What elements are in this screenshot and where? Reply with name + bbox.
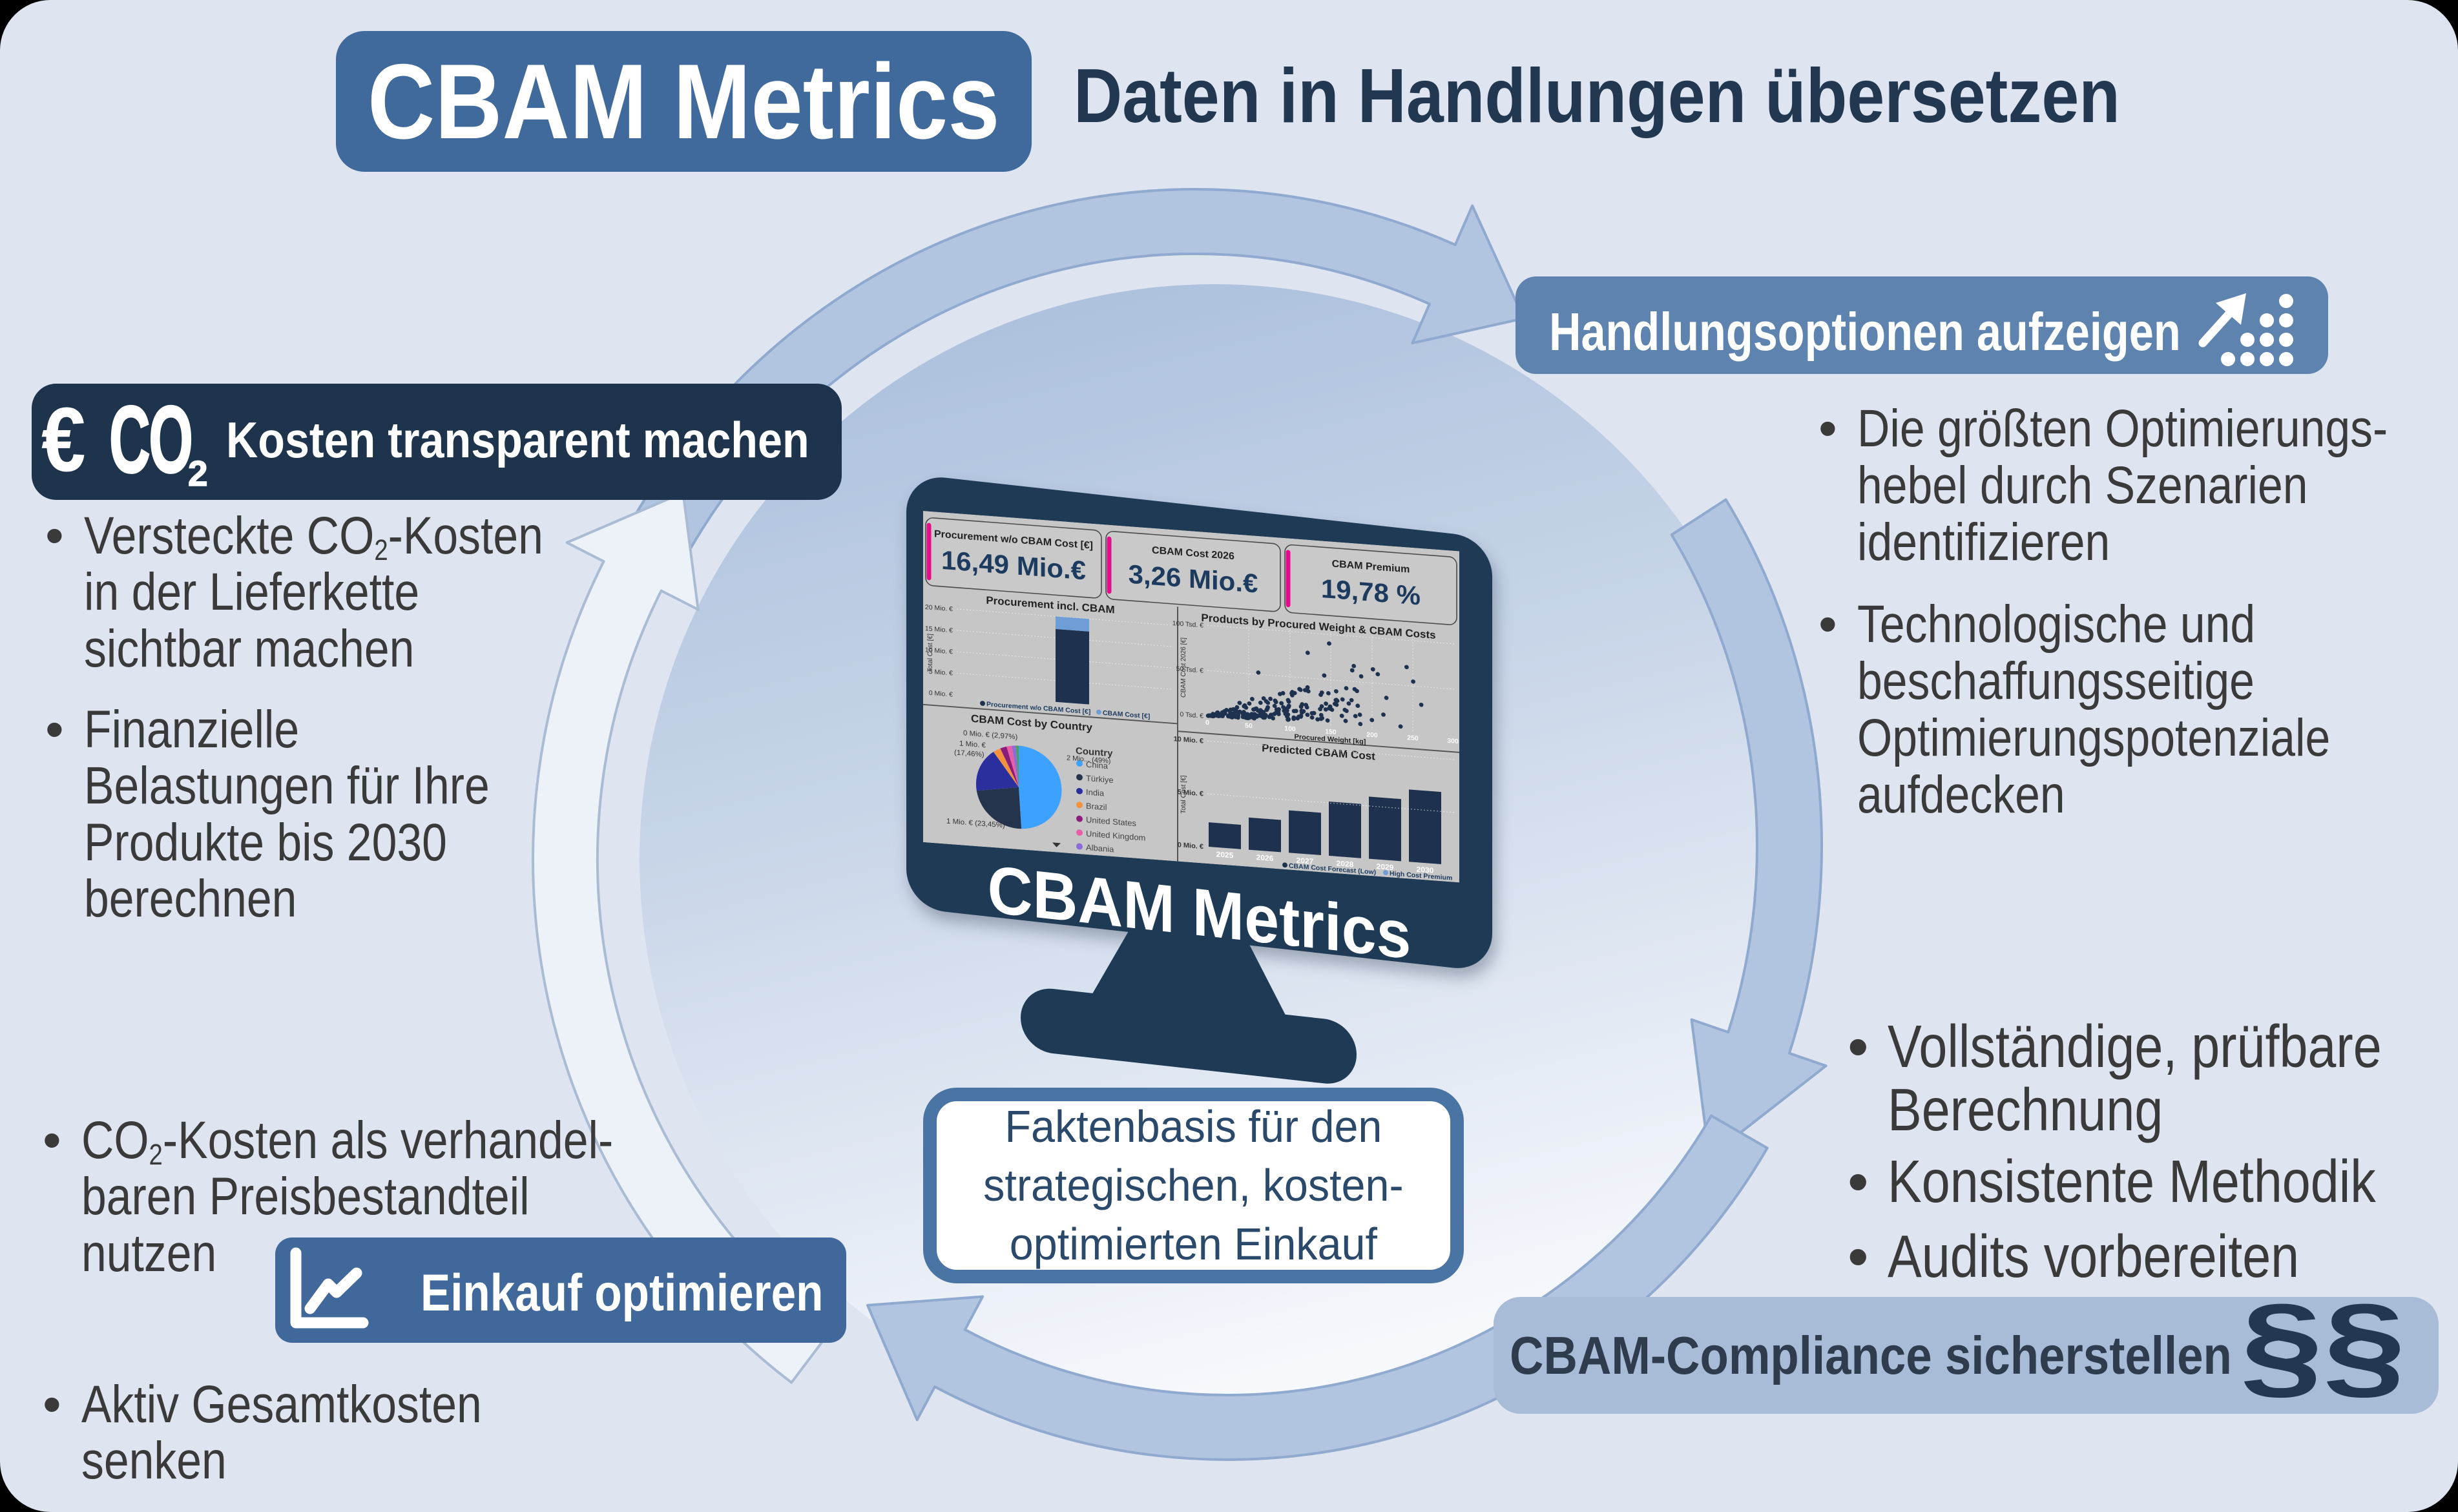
svg-text:50: 50: [1245, 722, 1253, 730]
svg-text:2025: 2025: [1216, 850, 1234, 860]
svg-text:(17,46%): (17,46%): [954, 749, 984, 759]
svg-text:1 Mio. €: 1 Mio. €: [959, 740, 986, 750]
svg-text:10 Mio. €: 10 Mio. €: [925, 647, 953, 656]
svg-text:Total Cost [€]: Total Cost [€]: [927, 634, 934, 673]
svg-text:150: 150: [1325, 729, 1337, 736]
svg-text:Country: Country: [1076, 746, 1113, 759]
svg-text:0 Tsd. €: 0 Tsd. €: [1180, 711, 1203, 720]
svg-text:2030: 2030: [1417, 865, 1434, 875]
svg-text:0: 0: [1205, 720, 1209, 727]
svg-text:5 Mio. €: 5 Mio. €: [1178, 789, 1203, 798]
svg-text:Türkiye: Türkiye: [1086, 773, 1114, 785]
svg-text:0 Mio. €: 0 Mio. €: [929, 690, 953, 699]
svg-text:10 Mio. €: 10 Mio. €: [1174, 735, 1203, 745]
svg-text:2026: 2026: [1256, 853, 1274, 863]
svg-text:United Kingdom: United Kingdom: [1086, 829, 1145, 843]
svg-text:United States: United States: [1086, 814, 1136, 828]
svg-text:15 Mio. €: 15 Mio. €: [925, 625, 953, 634]
svg-text:0 Mio. €: 0 Mio. €: [1178, 841, 1203, 851]
svg-text:200: 200: [1366, 732, 1378, 740]
svg-text:2 Mio... (49%): 2 Mio... (49%): [1067, 754, 1110, 765]
svg-text:50 Tsd. €: 50 Tsd. €: [1176, 666, 1204, 675]
svg-text:China: China: [1086, 760, 1109, 771]
svg-text:2029: 2029: [1377, 862, 1394, 872]
svg-text:5 Mio. €: 5 Mio. €: [929, 668, 953, 678]
svg-text:100: 100: [1284, 725, 1296, 733]
svg-text:2027: 2027: [1297, 856, 1314, 866]
svg-text:Total Cost [€]: Total Cost [€]: [1180, 775, 1187, 814]
svg-text:300: 300: [1447, 738, 1459, 745]
svg-text:India: India: [1086, 787, 1105, 798]
svg-text:20 Mio. €: 20 Mio. €: [925, 604, 953, 613]
svg-text:250: 250: [1407, 734, 1419, 742]
svg-text:2028: 2028: [1337, 859, 1354, 869]
svg-text:CBAM Cost 2026 [€]: CBAM Cost 2026 [€]: [1180, 637, 1187, 698]
svg-text:Brazil: Brazil: [1086, 801, 1107, 812]
svg-text:100 Tsd. €: 100 Tsd. €: [1172, 620, 1203, 629]
svg-text:Albania: Albania: [1086, 842, 1114, 854]
